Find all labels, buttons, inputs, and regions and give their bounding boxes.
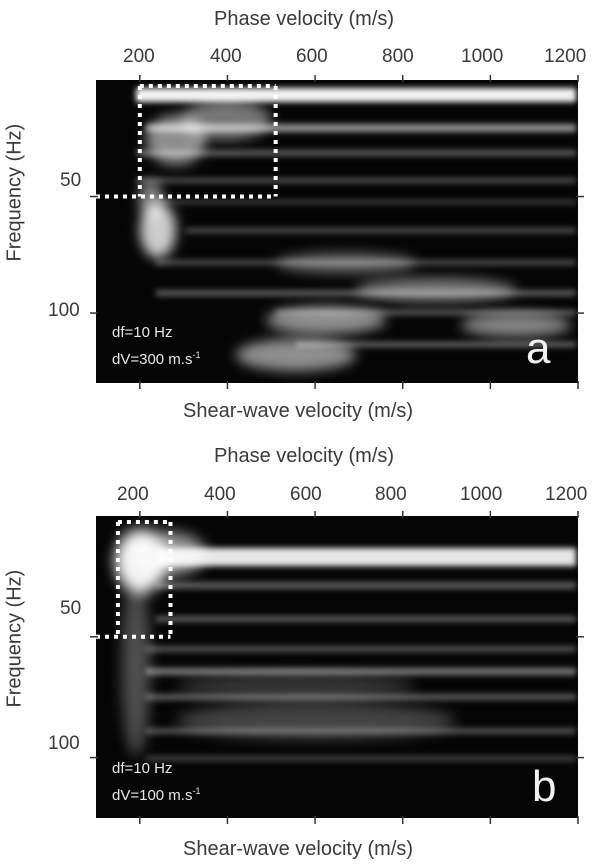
- chart-b-top-xlabel: Phase velocity (m/s): [214, 445, 395, 467]
- chart-a-selection-box: [96, 84, 278, 199]
- chart-b-y-tick: 100: [48, 733, 80, 754]
- chart-a-dv-exponent: -1: [192, 350, 201, 360]
- chart-a-heatmap: [96, 80, 578, 383]
- chart-b-top-tick: 400: [204, 484, 236, 505]
- chart-b-top-tick: 600: [290, 484, 322, 505]
- chart-a-top-xlabel: Phase velocity (m/s): [214, 8, 395, 30]
- chart-b-y-tick: 50: [60, 598, 82, 619]
- chart-b-dv-exponent: -1: [192, 786, 201, 796]
- chart-a-dv-label: dV=300 m.s-1: [112, 350, 201, 368]
- chart-a-y-tick: 50: [60, 170, 82, 191]
- chart-b-heatmap: [96, 516, 578, 818]
- chart-a-df-label: df=10 Hz: [112, 324, 173, 341]
- chart-a-bottom-xlabel: Shear-wave velocity (m/s): [183, 400, 414, 422]
- chart-b-bottom-xlabel: Shear-wave velocity (m/s): [183, 838, 414, 860]
- chart-a-annotation: df=10 Hz dV=300 m.s-1: [112, 322, 200, 371]
- chart-b-ylabel: Frequency (Hz): [3, 569, 26, 708]
- chart-a-top-tick: 800: [382, 46, 414, 67]
- chart-b-selection-box: [96, 520, 173, 639]
- chart-b-panel-letter: b: [532, 762, 557, 811]
- chart-a-panel-letter: a: [526, 324, 551, 373]
- chart-b-top-tick: 1200: [545, 484, 588, 505]
- chart-a-top-tick: 1000: [461, 46, 504, 67]
- chart-b-annotation: df=10 Hz dV=100 m.s-1: [112, 758, 200, 807]
- chart-b-top-tick: 1000: [460, 484, 503, 505]
- chart-b-df-label: df=10 Hz: [112, 760, 173, 777]
- chart-a-y-tick: 100: [48, 300, 80, 321]
- chart-a-ylabel: Frequency (Hz): [3, 123, 26, 262]
- chart-a-top-tick: 200: [123, 46, 155, 67]
- chart-a-top-tick: 600: [296, 46, 328, 67]
- chart-b-plot-area: df=10 Hz dV=100 m.s-1 b: [96, 516, 578, 818]
- chart-a-top-tick: 400: [210, 46, 242, 67]
- chart-a-top-tick: 1200: [544, 46, 587, 67]
- chart-b-top-tick: 800: [375, 484, 407, 505]
- chart-b-top-tick: 200: [117, 484, 149, 505]
- chart-a-plot-area: df=10 Hz dV=300 m.s-1 a: [96, 80, 578, 383]
- chart-b-dv-label: dV=100 m.s-1: [112, 786, 201, 804]
